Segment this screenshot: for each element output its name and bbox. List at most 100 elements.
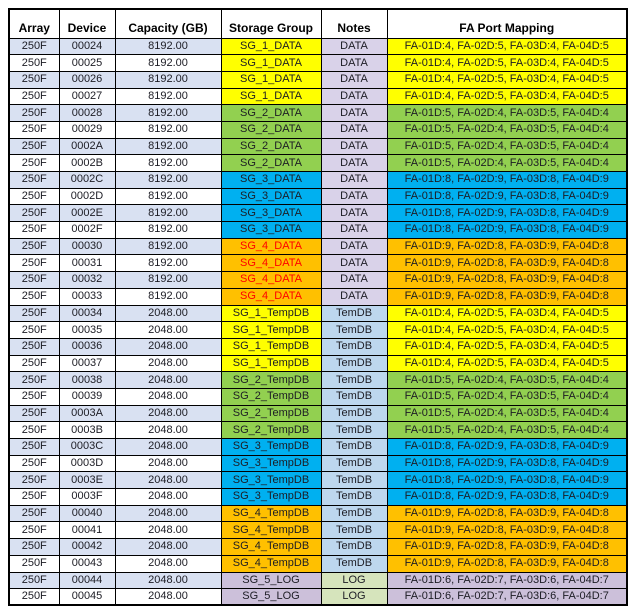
cell-notes[interactable]: DATA <box>320 204 388 223</box>
cell-capacity[interactable]: 2048.00 <box>114 304 222 323</box>
cell-array[interactable]: 250F <box>8 287 60 306</box>
cell-storage-group[interactable]: SG_1_TempDB <box>220 304 322 323</box>
cell-storage-group[interactable]: SG_1_DATA <box>220 87 322 106</box>
cell-storage-group[interactable]: SG_3_TempDB <box>220 471 322 490</box>
cell-storage-group[interactable]: SG_4_DATA <box>220 287 322 306</box>
cell-array[interactable]: 250F <box>8 237 60 256</box>
cell-fa-port-mapping[interactable]: FA-01D:8, FA-02D:9, FA-03D:8, FA-04D:9 <box>386 171 628 189</box>
cell-notes[interactable]: DATA <box>320 120 388 139</box>
cell-fa-port-mapping[interactable]: FA-01D:5, FA-02D:4, FA-03D:5, FA-04D:4 <box>386 104 628 122</box>
cell-device[interactable]: 00036 <box>58 337 116 356</box>
cell-capacity[interactable]: 8192.00 <box>114 254 222 273</box>
cell-notes[interactable]: DATA <box>320 187 388 206</box>
cell-notes[interactable]: LOG <box>320 571 388 590</box>
cell-notes[interactable]: DATA <box>320 237 388 256</box>
cell-capacity[interactable]: 2048.00 <box>114 488 222 506</box>
cell-capacity[interactable]: 8192.00 <box>114 70 222 89</box>
cell-fa-port-mapping[interactable]: FA-01D:8, FA-02D:9, FA-03D:8, FA-04D:9 <box>386 471 628 490</box>
cell-notes[interactable]: TemDB <box>320 404 388 423</box>
cell-capacity[interactable]: 8192.00 <box>114 271 222 289</box>
cell-fa-port-mapping[interactable]: FA-01D:8, FA-02D:9, FA-03D:8, FA-04D:9 <box>386 187 628 206</box>
cell-notes[interactable]: DATA <box>320 87 388 106</box>
cell-array[interactable]: 250F <box>8 554 60 573</box>
column-header-capacity-gb[interactable]: Capacity (GB) <box>114 8 222 39</box>
cell-fa-port-mapping[interactable]: FA-01D:5, FA-02D:4, FA-03D:5, FA-04D:4 <box>386 371 628 389</box>
cell-array[interactable]: 250F <box>8 521 60 540</box>
cell-device[interactable]: 0002D <box>58 187 116 206</box>
cell-capacity[interactable]: 2048.00 <box>114 354 222 373</box>
cell-capacity[interactable]: 8192.00 <box>114 104 222 122</box>
cell-storage-group[interactable]: SG_3_DATA <box>220 171 322 189</box>
cell-storage-group[interactable]: SG_5_LOG <box>220 588 322 606</box>
cell-capacity[interactable]: 2048.00 <box>114 387 222 406</box>
cell-notes[interactable]: TemDB <box>320 438 388 456</box>
cell-fa-port-mapping[interactable]: FA-01D:9, FA-02D:8, FA-03D:9, FA-04D:8 <box>386 254 628 273</box>
cell-device[interactable]: 00028 <box>58 104 116 122</box>
cell-capacity[interactable]: 2048.00 <box>114 471 222 490</box>
cell-fa-port-mapping[interactable]: FA-01D:8, FA-02D:9, FA-03D:8, FA-04D:9 <box>386 454 628 473</box>
cell-device[interactable]: 0002F <box>58 221 116 239</box>
cell-storage-group[interactable]: SG_1_DATA <box>220 54 322 72</box>
cell-fa-port-mapping[interactable]: FA-01D:5, FA-02D:4, FA-03D:5, FA-04D:4 <box>386 154 628 172</box>
cell-notes[interactable]: TemDB <box>320 538 388 556</box>
cell-storage-group[interactable]: SG_1_DATA <box>220 37 322 56</box>
cell-device[interactable]: 00039 <box>58 387 116 406</box>
cell-notes[interactable]: DATA <box>320 254 388 273</box>
cell-notes[interactable]: TemDB <box>320 471 388 490</box>
cell-storage-group[interactable]: SG_2_DATA <box>220 120 322 139</box>
cell-storage-group[interactable]: SG_1_TempDB <box>220 337 322 356</box>
cell-storage-group[interactable]: SG_2_TempDB <box>220 404 322 423</box>
cell-notes[interactable]: TemDB <box>320 387 388 406</box>
cell-array[interactable]: 250F <box>8 387 60 406</box>
cell-device[interactable]: 0003A <box>58 404 116 423</box>
cell-array[interactable]: 250F <box>8 37 60 56</box>
cell-capacity[interactable]: 8192.00 <box>114 120 222 139</box>
cell-notes[interactable]: TemDB <box>320 371 388 389</box>
cell-capacity[interactable]: 8192.00 <box>114 87 222 106</box>
cell-notes[interactable]: DATA <box>320 104 388 122</box>
cell-storage-group[interactable]: SG_4_TempDB <box>220 504 322 523</box>
cell-capacity[interactable]: 2048.00 <box>114 571 222 590</box>
cell-fa-port-mapping[interactable]: FA-01D:4, FA-02D:5, FA-03D:4, FA-04D:5 <box>386 70 628 89</box>
cell-array[interactable]: 250F <box>8 120 60 139</box>
cell-notes[interactable]: DATA <box>320 221 388 239</box>
cell-fa-port-mapping[interactable]: FA-01D:9, FA-02D:8, FA-03D:9, FA-04D:8 <box>386 287 628 306</box>
cell-array[interactable]: 250F <box>8 438 60 456</box>
cell-notes[interactable]: DATA <box>320 137 388 156</box>
cell-array[interactable]: 250F <box>8 87 60 106</box>
cell-array[interactable]: 250F <box>8 137 60 156</box>
cell-storage-group[interactable]: SG_3_DATA <box>220 187 322 206</box>
cell-fa-port-mapping[interactable]: FA-01D:9, FA-02D:8, FA-03D:9, FA-04D:8 <box>386 271 628 289</box>
cell-fa-port-mapping[interactable]: FA-01D:9, FA-02D:8, FA-03D:9, FA-04D:8 <box>386 521 628 540</box>
cell-fa-port-mapping[interactable]: FA-01D:6, FA-02D:7, FA-03D:6, FA-04D:7 <box>386 571 628 590</box>
cell-fa-port-mapping[interactable]: FA-01D:9, FA-02D:8, FA-03D:9, FA-04D:8 <box>386 237 628 256</box>
cell-device[interactable]: 00043 <box>58 554 116 573</box>
cell-storage-group[interactable]: SG_2_TempDB <box>220 421 322 439</box>
cell-storage-group[interactable]: SG_1_DATA <box>220 70 322 89</box>
cell-storage-group[interactable]: SG_4_DATA <box>220 254 322 273</box>
cell-fa-port-mapping[interactable]: FA-01D:4, FA-02D:5, FA-03D:4, FA-04D:5 <box>386 354 628 373</box>
cell-storage-group[interactable]: SG_4_TempDB <box>220 538 322 556</box>
cell-array[interactable]: 250F <box>8 54 60 72</box>
cell-notes[interactable]: TemDB <box>320 504 388 523</box>
cell-fa-port-mapping[interactable]: FA-01D:5, FA-02D:4, FA-03D:5, FA-04D:4 <box>386 137 628 156</box>
cell-notes[interactable]: TemDB <box>320 321 388 339</box>
cell-capacity[interactable]: 8192.00 <box>114 54 222 72</box>
cell-array[interactable]: 250F <box>8 421 60 439</box>
cell-array[interactable]: 250F <box>8 538 60 556</box>
cell-array[interactable]: 250F <box>8 337 60 356</box>
cell-fa-port-mapping[interactable]: FA-01D:5, FA-02D:4, FA-03D:5, FA-04D:4 <box>386 120 628 139</box>
cell-fa-port-mapping[interactable]: FA-01D:8, FA-02D:9, FA-03D:8, FA-04D:9 <box>386 488 628 506</box>
cell-device[interactable]: 0003B <box>58 421 116 439</box>
cell-fa-port-mapping[interactable]: FA-01D:4, FA-02D:5, FA-03D:4, FA-04D:5 <box>386 321 628 339</box>
cell-array[interactable]: 250F <box>8 321 60 339</box>
cell-storage-group[interactable]: SG_2_DATA <box>220 104 322 122</box>
cell-storage-group[interactable]: SG_3_DATA <box>220 221 322 239</box>
column-header-array[interactable]: Array <box>8 8 60 39</box>
cell-device[interactable]: 00033 <box>58 287 116 306</box>
cell-device[interactable]: 00026 <box>58 70 116 89</box>
cell-array[interactable]: 250F <box>8 454 60 473</box>
cell-capacity[interactable]: 2048.00 <box>114 337 222 356</box>
cell-capacity[interactable]: 2048.00 <box>114 454 222 473</box>
cell-capacity[interactable]: 2048.00 <box>114 504 222 523</box>
